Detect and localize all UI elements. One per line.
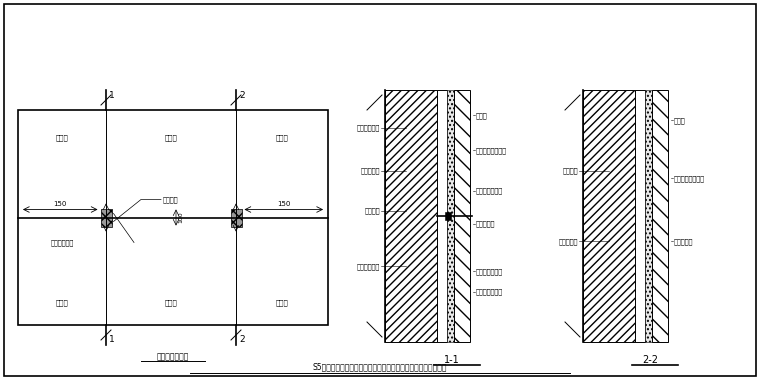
Text: 100: 100: [178, 212, 183, 223]
Bar: [635, 90, 645, 342]
Bar: [100, 209, 112, 226]
Text: 墙体抹灰层: 墙体抹灰层: [361, 167, 380, 174]
Text: 变化砖: 变化砖: [55, 300, 68, 306]
Text: 采用云石胶固定: 采用云石胶固定: [476, 288, 503, 295]
Text: 硬化砖: 硬化砖: [476, 112, 488, 119]
Bar: [447, 90, 454, 342]
Text: 变化砖: 变化砖: [165, 300, 177, 306]
Bar: [230, 209, 242, 226]
Text: 1: 1: [109, 334, 115, 344]
Text: 不锈钢连接件: 不锈钢连接件: [356, 263, 380, 270]
Text: 不锈钢连接件: 不锈钢连接件: [51, 239, 74, 246]
Text: 射钉固定: 射钉固定: [163, 196, 179, 203]
Text: 硬化砖背面齐槽: 硬化砖背面齐槽: [476, 268, 503, 275]
Text: 墙砖立面示意图: 墙砖立面示意图: [157, 353, 189, 361]
Text: 150: 150: [277, 201, 290, 206]
Text: S5工程精装修大堂墙面湿贴工艺硬化砖湿贴局部加强做法示意图: S5工程精装修大堂墙面湿贴工艺硬化砖湿贴局部加强做法示意图: [313, 363, 447, 372]
Text: 硬化砖: 硬化砖: [674, 117, 686, 124]
Text: 结构墙体基层: 结构墙体基层: [356, 125, 380, 131]
Bar: [437, 90, 447, 342]
Text: 射钉固定: 射钉固定: [365, 207, 380, 214]
Bar: [18, 110, 328, 325]
Text: 硬化砖强力粘结剂: 硬化砖强力粘结剂: [476, 147, 507, 154]
Bar: [445, 212, 451, 220]
Text: 2: 2: [239, 92, 245, 100]
Bar: [645, 90, 652, 342]
Bar: [385, 90, 437, 342]
Text: 嵌缝剂嵌缝: 嵌缝剂嵌缝: [476, 220, 496, 227]
Text: 150: 150: [53, 201, 67, 206]
Text: 2-2: 2-2: [642, 355, 658, 365]
Text: 变化砖: 变化砖: [55, 135, 68, 141]
Bar: [583, 90, 635, 342]
Text: 云石胶快速固定: 云石胶快速固定: [476, 187, 503, 194]
Bar: [652, 90, 668, 342]
Text: 变化砖: 变化砖: [276, 300, 288, 306]
Text: 硬化砖强力粘结剂: 硬化砖强力粘结剂: [674, 175, 705, 182]
Text: 1: 1: [109, 92, 115, 100]
Text: 填缝剂填缝: 填缝剂填缝: [674, 238, 693, 244]
Text: 变化砖: 变化砖: [165, 135, 177, 141]
Bar: [454, 90, 470, 342]
Text: 变化砖: 变化砖: [276, 135, 288, 141]
Text: 2: 2: [239, 334, 245, 344]
Text: 墙体抹灰层: 墙体抹灰层: [559, 238, 578, 244]
Text: 1-1: 1-1: [444, 355, 460, 365]
Text: 墙体基层: 墙体基层: [562, 167, 578, 174]
